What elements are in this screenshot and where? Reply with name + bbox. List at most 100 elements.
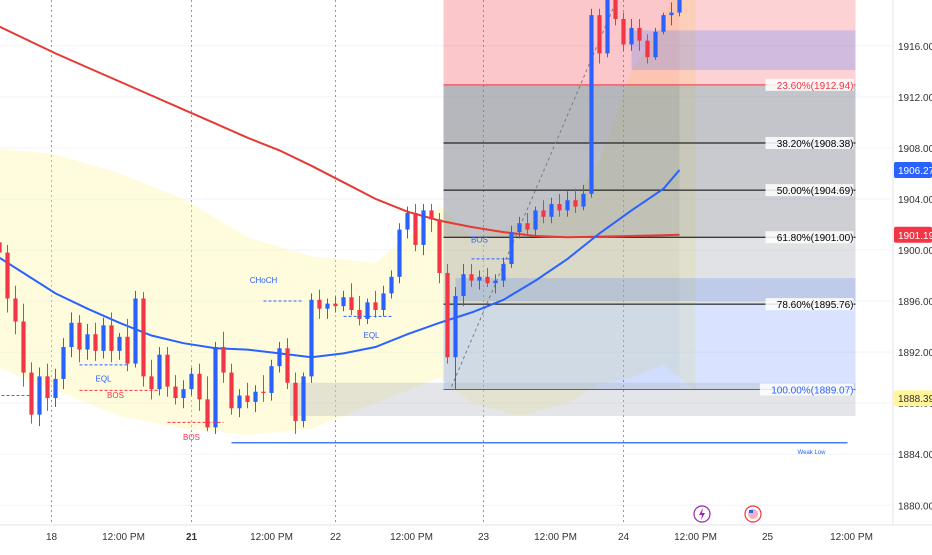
candle-body[interactable] <box>653 31 658 58</box>
candle-body[interactable] <box>21 321 26 373</box>
candle-body[interactable] <box>533 210 538 230</box>
fibonacci-layer[interactable]: 0.00%(1920.31)23.60%(1912.94)38.20%(1908… <box>289 0 856 416</box>
candle-body[interactable] <box>453 295 458 358</box>
candle-body[interactable] <box>525 223 530 230</box>
candle-body[interactable] <box>557 204 562 211</box>
candle-body[interactable] <box>269 366 274 393</box>
candle-body[interactable] <box>45 376 50 399</box>
candles-layer[interactable] <box>0 0 690 434</box>
candle-body[interactable] <box>629 27 634 45</box>
candle-body[interactable] <box>637 27 642 41</box>
candle-body[interactable] <box>357 309 362 319</box>
candle-body[interactable] <box>173 386 178 399</box>
candle-body[interactable] <box>245 395 250 402</box>
candle-body[interactable] <box>181 389 186 399</box>
candle-body[interactable] <box>365 302 370 319</box>
candle-body[interactable] <box>141 298 146 377</box>
fib-zone-extension <box>679 0 856 85</box>
candle-body[interactable] <box>605 0 610 54</box>
candle-body[interactable] <box>13 298 18 322</box>
us-flag-event-icon[interactable] <box>744 505 762 523</box>
candle-body[interactable] <box>509 232 514 265</box>
dividend-event-icon[interactable] <box>693 505 711 523</box>
candle-body[interactable] <box>125 336 130 364</box>
candle-body[interactable] <box>677 0 682 13</box>
candle-body[interactable] <box>277 348 282 367</box>
candle-body[interactable] <box>157 354 162 390</box>
candle-body[interactable] <box>397 229 402 277</box>
candle-body[interactable] <box>645 40 650 58</box>
candle-body[interactable] <box>381 293 386 310</box>
candle-body[interactable] <box>621 18 626 45</box>
candle-body[interactable] <box>109 325 114 351</box>
candle-body[interactable] <box>669 12 674 16</box>
candle-body[interactable] <box>477 276 482 281</box>
candle-body[interactable] <box>541 210 546 217</box>
candle-body[interactable] <box>485 276 490 284</box>
candle-body[interactable] <box>197 373 202 400</box>
candle-body[interactable] <box>405 212 410 230</box>
candle-body[interactable] <box>309 299 314 377</box>
candle-body[interactable] <box>37 376 42 415</box>
structure-label: CHoCH <box>250 276 278 285</box>
candle-body[interactable] <box>189 373 194 390</box>
candle-body[interactable] <box>133 298 138 364</box>
candle-body[interactable] <box>333 303 338 307</box>
candle-body[interactable] <box>285 348 290 383</box>
event-icons[interactable] <box>693 505 762 523</box>
candle-body[interactable] <box>517 223 522 233</box>
fib-zone-fill <box>443 143 680 191</box>
time-tick-label: 12:00 PM <box>534 532 577 543</box>
candle-body[interactable] <box>429 210 434 220</box>
candle-body[interactable] <box>469 274 474 281</box>
candle-body[interactable] <box>221 347 226 373</box>
candle-body[interactable] <box>229 372 234 409</box>
candle-body[interactable] <box>29 372 34 415</box>
time-axis-layer[interactable]: 18 12:00 PM 21 12:00 PM 22 12:00 PM 23 12:00 PM… <box>0 524 932 550</box>
candle-body[interactable] <box>349 297 354 310</box>
candle-body[interactable] <box>549 204 554 217</box>
candle-body[interactable] <box>237 395 242 409</box>
candle-body[interactable] <box>293 382 298 422</box>
candle-body[interactable] <box>69 322 74 348</box>
candle-body[interactable] <box>661 15 666 32</box>
candle-body[interactable] <box>77 322 82 350</box>
candle-body[interactable] <box>205 399 210 428</box>
candle-body[interactable] <box>85 334 90 350</box>
candle-body[interactable] <box>101 325 106 351</box>
candle-body[interactable] <box>53 378 58 399</box>
candle-body[interactable] <box>5 252 10 299</box>
candle-body[interactable] <box>413 212 418 245</box>
candle-body[interactable] <box>301 376 306 422</box>
candle-body[interactable] <box>165 354 170 387</box>
candle-body[interactable] <box>0 242 2 253</box>
candle-body[interactable] <box>261 391 266 393</box>
candle-body[interactable] <box>373 302 378 310</box>
candle-body[interactable] <box>117 336 122 351</box>
candle-body[interactable] <box>317 299 322 309</box>
candle-body[interactable] <box>461 274 466 296</box>
candle-body[interactable] <box>597 15 602 54</box>
candle-body[interactable] <box>421 210 426 245</box>
candle-body[interactable] <box>613 0 618 19</box>
candle-body[interactable] <box>581 193 586 207</box>
candle-body[interactable] <box>589 15 594 194</box>
candle-body[interactable] <box>253 391 258 402</box>
candle-body[interactable] <box>93 334 98 351</box>
candle-body[interactable] <box>389 276 394 294</box>
price-axis-layer[interactable]: 1880.001884.001888.001892.001896.001900.… <box>892 0 932 550</box>
candle-body[interactable] <box>341 297 346 307</box>
annotations-layer: BOSBOSCHoCHEQLEQLBOSBOSWeak Low <box>0 235 848 456</box>
fib-zone-fill <box>443 190 680 238</box>
candle-body[interactable] <box>573 200 578 207</box>
candle-body[interactable] <box>149 376 154 390</box>
candle-body[interactable] <box>213 347 218 428</box>
candle-body[interactable] <box>565 200 570 211</box>
candle-body[interactable] <box>493 280 498 284</box>
candle-body[interactable] <box>501 264 506 281</box>
candle-body[interactable] <box>61 347 66 379</box>
candle-body[interactable] <box>445 272 450 358</box>
candle-body[interactable] <box>437 219 442 273</box>
candle-body[interactable] <box>325 303 330 309</box>
